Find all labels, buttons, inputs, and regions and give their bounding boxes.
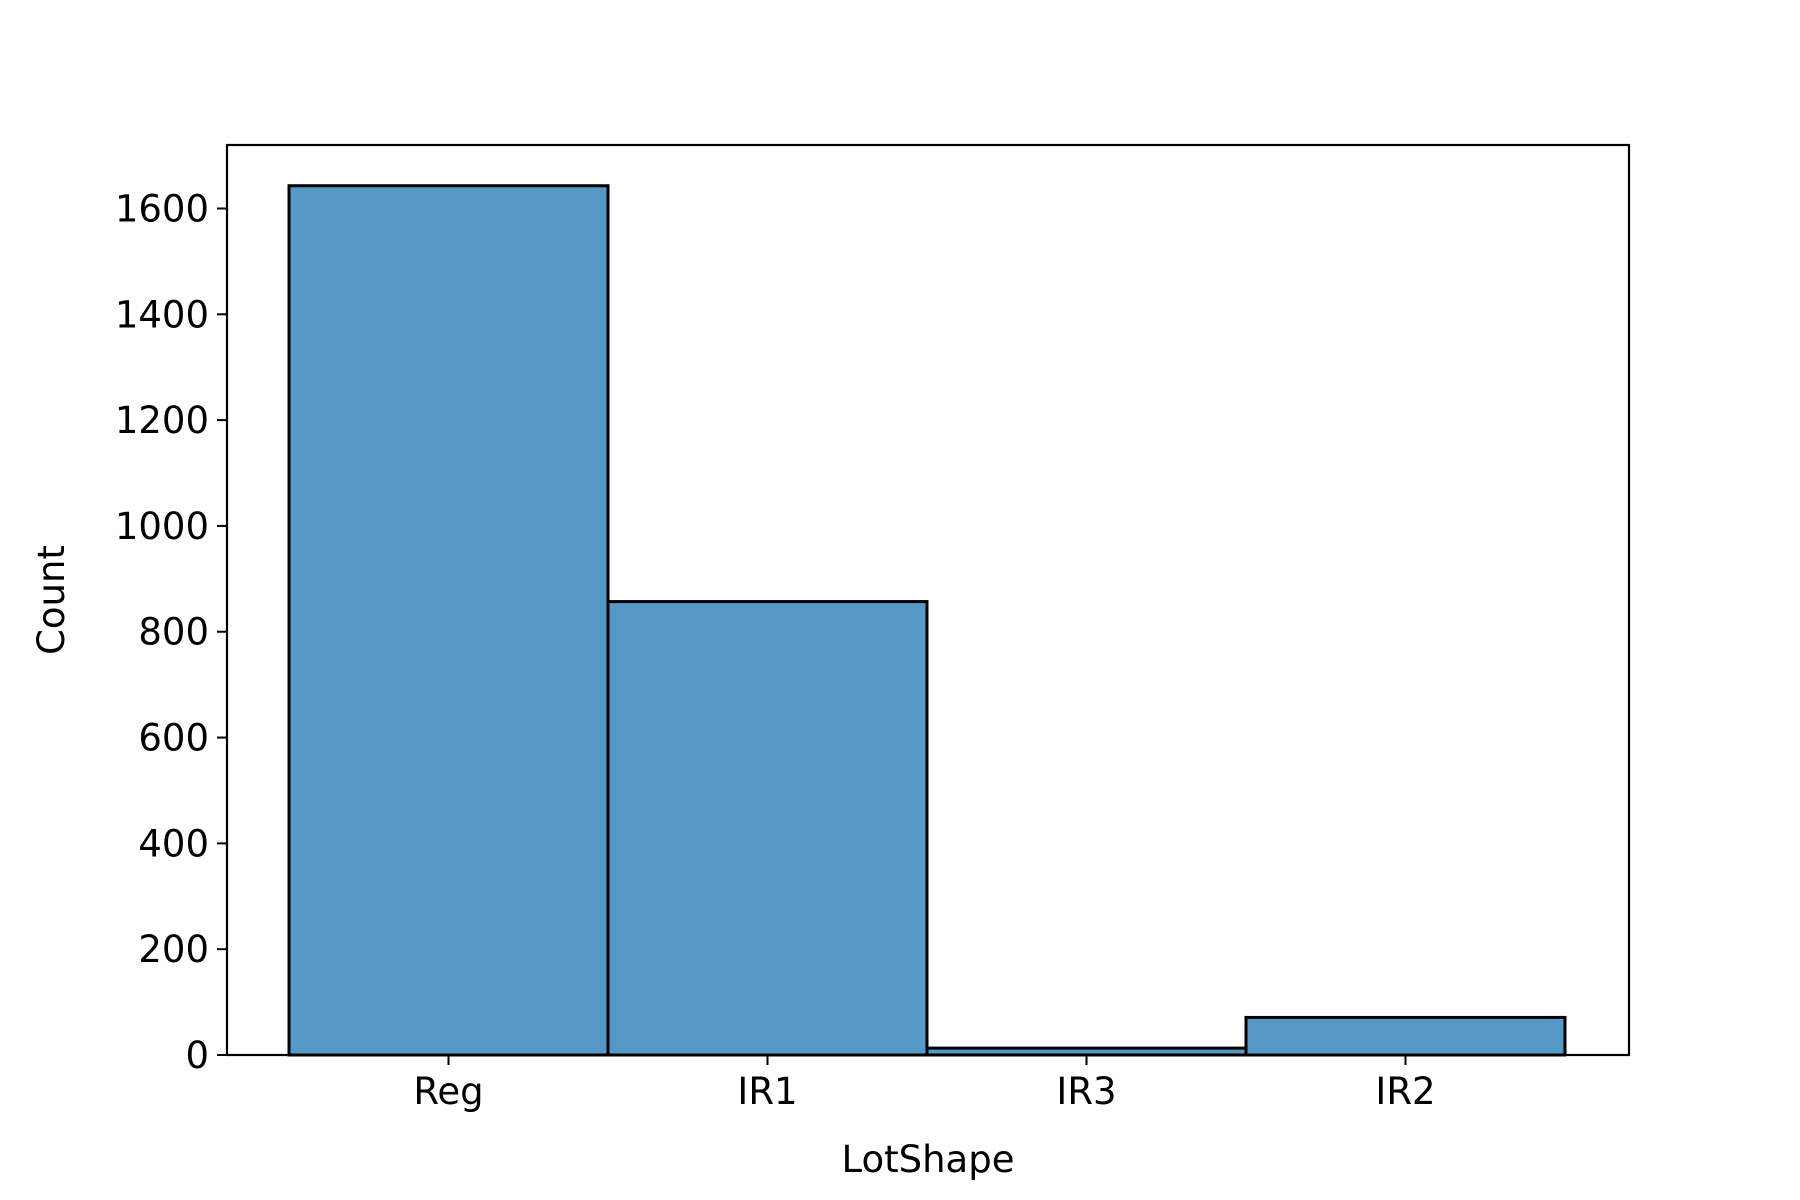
y-axis-ticks: 0 200 400 600 800 1000 1200 1400 1600 bbox=[115, 187, 227, 1077]
x-tick-label-ir1: IR1 bbox=[737, 1070, 797, 1113]
y-tick-label-200: 200 bbox=[138, 928, 209, 971]
y-tick-label-0: 0 bbox=[185, 1034, 209, 1077]
y-tick-label-1200: 1200 bbox=[115, 399, 209, 442]
bar-reg bbox=[287, 184, 610, 1057]
bar-ir2 bbox=[1244, 1015, 1567, 1057]
plot-frame bbox=[225, 143, 1631, 1057]
x-tick-label-ir3: IR3 bbox=[1056, 1070, 1116, 1113]
x-tick-label-reg: Reg bbox=[413, 1070, 483, 1113]
y-tick-label-800: 800 bbox=[138, 611, 209, 654]
bars-layer bbox=[287, 184, 1567, 1057]
y-tick-label-1000: 1000 bbox=[115, 505, 209, 548]
y-tick-label-400: 400 bbox=[138, 822, 209, 865]
y-tick-label-1400: 1400 bbox=[115, 293, 209, 336]
y-axis-label: Count bbox=[30, 545, 73, 655]
y-tick-label-600: 600 bbox=[138, 717, 209, 760]
bar-ir1 bbox=[606, 600, 929, 1057]
x-axis-ticks: Reg IR1 IR3 IR2 bbox=[413, 1055, 1436, 1113]
y-tick-label-1600: 1600 bbox=[115, 187, 209, 230]
x-axis-label: LotShape bbox=[842, 1138, 1015, 1181]
x-tick-label-ir2: IR2 bbox=[1375, 1070, 1435, 1113]
